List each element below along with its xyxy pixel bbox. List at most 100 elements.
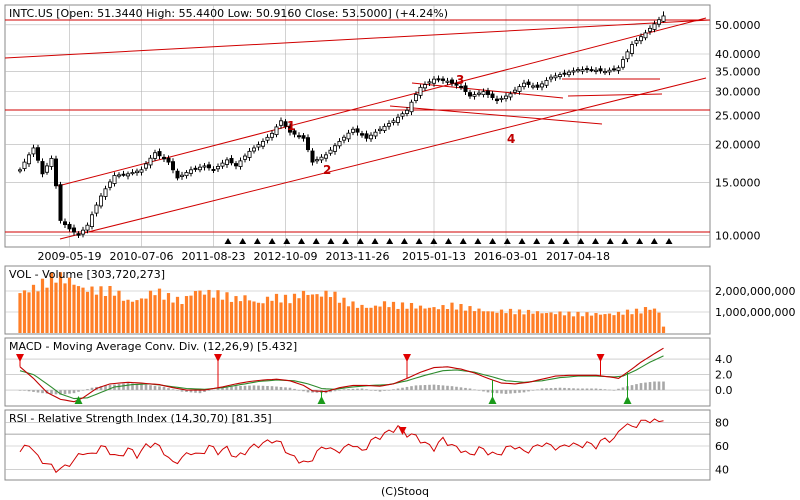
triangle-marker [415, 238, 423, 244]
candle-body [445, 80, 450, 83]
candle-body [292, 130, 297, 135]
candle-body [585, 68, 590, 71]
candle-body [436, 78, 441, 81]
macd-histogram-bar [59, 390, 62, 395]
volume-bar [648, 309, 652, 333]
macd-histogram-bar [329, 390, 332, 393]
volume-bar [427, 307, 432, 333]
volume-bar [378, 306, 382, 333]
candle-body [427, 81, 432, 84]
trend-line [57, 17, 707, 187]
triangle-marker [518, 238, 526, 244]
wave-label-4: 4 [507, 132, 515, 146]
macd-histogram-bar [617, 388, 620, 391]
candle-body [175, 170, 180, 179]
candle-body [661, 15, 666, 22]
candle-body [283, 121, 288, 127]
volume-bar [409, 302, 414, 333]
trend-line [389, 105, 603, 125]
volume-bar [364, 307, 369, 333]
volume-bar [31, 284, 36, 333]
macd-signal-line [19, 355, 664, 400]
volume-bar [99, 286, 103, 333]
macd-histogram-bar [351, 388, 355, 391]
candle-body [31, 147, 36, 155]
volume-bar [225, 292, 229, 333]
candle-body [215, 166, 220, 170]
candle-body [391, 120, 396, 123]
macd-histogram-bar [581, 388, 584, 391]
rsi-line-path [19, 418, 664, 474]
macd-histogram-bar [396, 388, 400, 391]
macd-histogram-bar [68, 390, 71, 394]
volume-bar [661, 326, 666, 333]
volume-bar [594, 313, 598, 333]
macd-histogram-bar [135, 383, 139, 391]
macd-histogram-bar [302, 390, 305, 392]
macd-histogram-bar [522, 390, 526, 393]
volume-bar [315, 294, 319, 333]
candle-body [323, 154, 328, 159]
candle-body [522, 82, 527, 88]
volume-bar [387, 307, 391, 333]
candle-body [332, 145, 337, 152]
macd-histogram-bar [225, 387, 229, 391]
triangle-marker [327, 238, 335, 244]
volume-y-tick-label: 2,000,000,000 [715, 285, 795, 298]
macd-histogram-bar [293, 388, 296, 391]
volume-bar [324, 290, 328, 333]
candle-body [625, 51, 630, 60]
volume-bar [27, 292, 31, 333]
candle-body [517, 86, 522, 92]
candle-body [179, 174, 184, 177]
volume-bar [202, 294, 207, 333]
triangle-marker [503, 238, 511, 244]
candle-body [278, 120, 283, 126]
macd-histogram-bar [653, 381, 656, 391]
volume-bar [589, 315, 594, 333]
macd-histogram-bar [464, 387, 467, 391]
candle-body [657, 19, 662, 25]
trend-line [567, 93, 663, 97]
macd-histogram-bar [392, 389, 395, 391]
macd-histogram-bar [239, 385, 242, 391]
price-y-tick-label: 20.0000 [715, 139, 761, 152]
macd-histogram-bar [261, 385, 265, 391]
candle-body [45, 165, 50, 173]
macd-histogram-bar [284, 387, 287, 391]
macd-histogram-bar [603, 389, 607, 391]
trend-lines [4, 17, 711, 240]
volume-bar [40, 278, 45, 333]
macd-histogram-bar [482, 390, 485, 392]
candle-body [58, 184, 63, 221]
candle-body [643, 32, 648, 39]
macd-histogram-bar [86, 389, 89, 391]
volume-bar [517, 309, 522, 333]
volume-bar [405, 308, 409, 333]
price-y-tick-label: 30.0000 [715, 86, 761, 99]
candle-body [17, 169, 22, 172]
candle-body [598, 68, 603, 72]
candle-body [310, 150, 315, 163]
macd-histogram-bar [455, 386, 458, 391]
volume-bar [639, 313, 643, 333]
volume-bar [135, 300, 139, 333]
price-y-tick-label: 35.0000 [715, 65, 761, 78]
candle-body [616, 67, 621, 71]
macd-lines [16, 347, 665, 404]
triangle-marker [268, 238, 276, 244]
volume-bar [198, 290, 202, 333]
volume-bar [553, 314, 558, 333]
macd-histogram-bar [36, 390, 40, 393]
volume-bar [607, 313, 612, 333]
macd-histogram-bar [108, 384, 112, 391]
candle-body [274, 126, 279, 136]
triangle-marker [239, 238, 247, 244]
rsi-y-tick-label: 80 [715, 416, 729, 429]
candle-body [85, 224, 90, 231]
candle-body [197, 166, 202, 171]
candle-body [108, 181, 113, 188]
macd-histogram-bar [27, 390, 31, 392]
macd-histogram-bar [117, 384, 121, 391]
price-y-tick-label: 10.0000 [715, 229, 761, 242]
